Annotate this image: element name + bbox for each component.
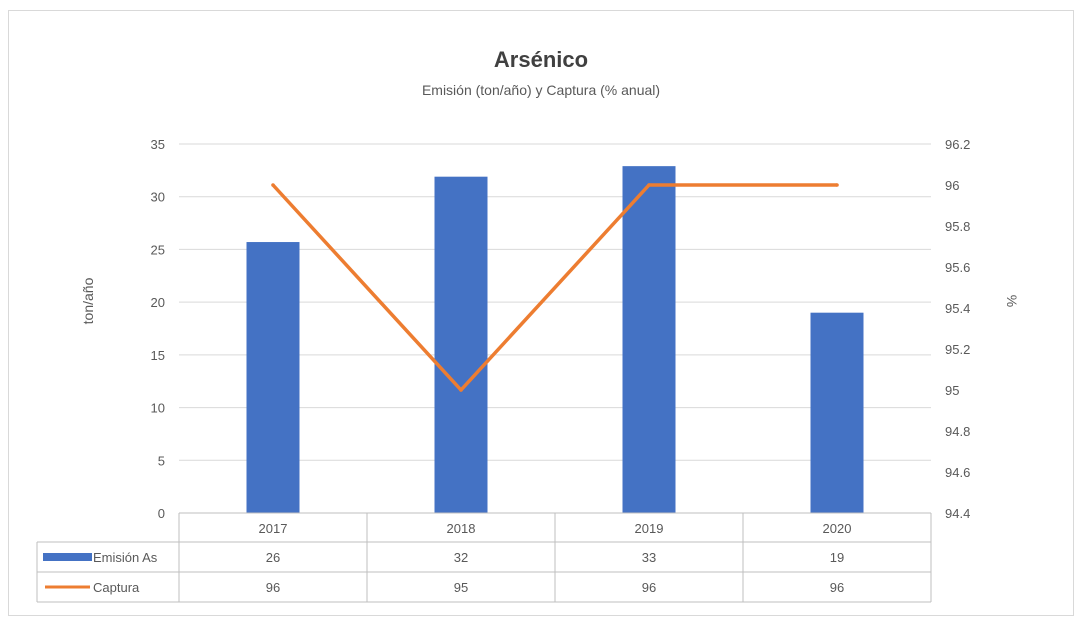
chart-title: Arsénico (494, 47, 588, 72)
x-tick-label: 2017 (259, 521, 288, 536)
series-line (271, 183, 837, 392)
y-tick-label: 0 (158, 506, 165, 521)
bar (622, 166, 676, 513)
y-axis-right-label: % (1004, 295, 1020, 307)
bar-series (246, 166, 864, 513)
y-right-tick-label: 95.4 (945, 301, 970, 316)
y-axis-ticks: 0 5 10 15 20 25 30 35 (151, 137, 165, 521)
line-point (835, 183, 839, 187)
data-label: 33 (642, 550, 656, 565)
data-label: 32 (454, 550, 468, 565)
y-right-tick-label: 94.6 (945, 465, 970, 480)
data-label: 96 (830, 580, 844, 595)
chart-frame: Arsénico Emisión (ton/año) y Captura (% … (8, 10, 1074, 616)
line-point (647, 183, 651, 187)
y-tick-label: 25 (151, 242, 165, 257)
data-label: 95 (454, 580, 468, 595)
chart: Arsénico Emisión (ton/año) y Captura (% … (36, 47, 1020, 603)
gridlines (179, 143, 931, 514)
x-tick-label: 2018 (447, 521, 476, 536)
y-axis-label: ton/año (80, 277, 96, 324)
legend-label: Emisión As (93, 550, 158, 565)
y-right-tick-label: 96 (945, 178, 959, 193)
y-right-tick-label: 95 (945, 383, 959, 398)
y-tick-label: 15 (151, 348, 165, 363)
data-label: 26 (266, 550, 280, 565)
y-right-tick-label: 95.8 (945, 219, 970, 234)
data-label: 96 (642, 580, 656, 595)
y-right-tick-label: 94.4 (945, 506, 970, 521)
legend-label: Captura (93, 580, 140, 595)
y-tick-label: 10 (151, 401, 165, 416)
y-tick-label: 5 (158, 453, 165, 468)
data-table: 2017 2018 2019 2020 Emisión As 26 32 33 19 Captur… (36, 512, 932, 603)
y-right-tick-label: 96.2 (945, 137, 970, 152)
line-point (271, 183, 275, 187)
x-tick-label: 2019 (635, 521, 664, 536)
data-label: 19 (830, 550, 844, 565)
y-tick-label: 35 (151, 137, 165, 152)
y-right-tick-label: 94.8 (945, 424, 970, 439)
data-label: 96 (266, 580, 280, 595)
bar (810, 312, 864, 513)
y-right-tick-label: 95.2 (945, 342, 970, 357)
y-tick-label: 30 (151, 190, 165, 205)
y-right-tick-label: 95.6 (945, 260, 970, 275)
x-tick-label: 2020 (823, 521, 852, 536)
line-series (271, 183, 839, 392)
chart-subtitle: Emisión (ton/año) y Captura (% anual) (422, 82, 660, 98)
line-point (459, 388, 463, 392)
y-tick-label: 20 (151, 295, 165, 310)
legend-key-bar (43, 553, 92, 561)
bar (434, 176, 488, 513)
bar (246, 242, 300, 513)
y-axis-right-ticks: 94.4 94.6 94.8 95 95.2 95.4 95.6 95.8 96 96.2 (945, 137, 970, 521)
